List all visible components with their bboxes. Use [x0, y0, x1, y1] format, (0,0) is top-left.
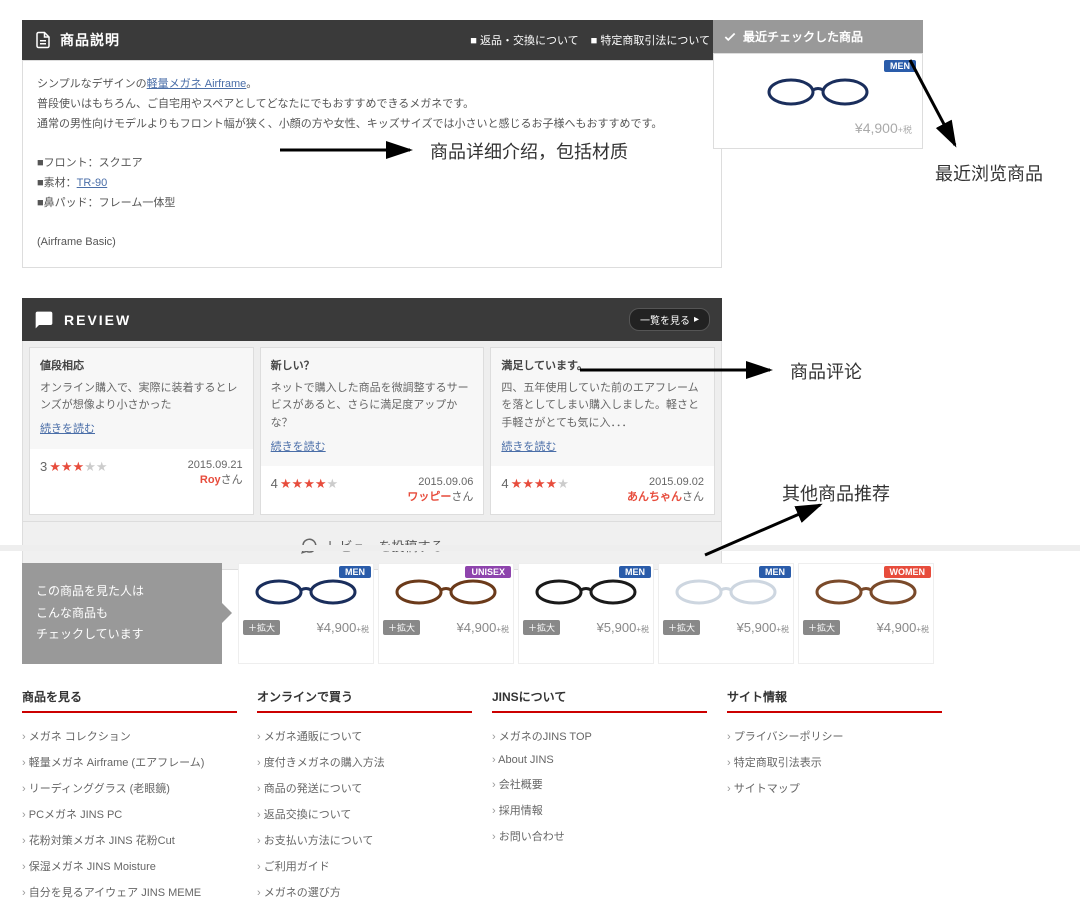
expand-button[interactable]: ＋拡大 [383, 620, 420, 635]
view-all-reviews-button[interactable]: 一覧を見る ▸ [629, 308, 710, 331]
recently-viewed-section: 最近チェックした商品 MEN ¥4,900+税 [713, 20, 923, 149]
footer-link[interactable]: メガネの選び方 [257, 879, 472, 905]
footer-link[interactable]: プライバシーポリシー [727, 723, 942, 749]
footer-link[interactable]: 商品の発送について [257, 775, 472, 801]
read-more-link[interactable]: 続きを読む [271, 439, 326, 457]
footer-link[interactable]: リーディンググラス (老眼鏡) [22, 775, 237, 801]
reco-item[interactable]: MEN＋拡大¥5,900+税 [518, 563, 654, 664]
arrow-icon [700, 500, 830, 560]
footer-column: 商品を見るメガネ コレクション軽量メガネ Airframe (エアフレーム)リー… [22, 688, 237, 905]
review-card[interactable]: 値段相応オンライン購入で、実際に装着するとレンズが想像より小さかった続きを読む3… [29, 347, 254, 515]
review-card[interactable]: 新しい？ネットで購入した商品を微調整するサービスがあると、さらに満足度アップかな… [260, 347, 485, 515]
chevron-right-icon: ▸ [694, 314, 699, 325]
recent-item[interactable]: MEN ¥4,900+税 [713, 53, 923, 149]
desc-title: 商品説明 [60, 30, 120, 50]
footer-link[interactable]: 特定商取引法表示 [727, 749, 942, 775]
footer-link[interactable]: 返品交換について [257, 801, 472, 827]
footer-link[interactable]: ご利用ガイド [257, 853, 472, 879]
footer-column: サイト情報プライバシーポリシー特定商取引法表示サイトマップ [727, 688, 942, 905]
arrow-icon [580, 360, 780, 380]
men-badge: MEN [619, 566, 651, 578]
review-title: REVIEW [64, 312, 131, 328]
desc-body: シンプルなデザインの軽量メガネ Airframe。 普段使いはもちろん、ご自宅用… [22, 60, 722, 268]
footer-link[interactable]: 自分を見るアイウェア JINS MEME [22, 879, 237, 905]
review-header: REVIEW 一覧を見る ▸ [22, 298, 722, 341]
recent-title: 最近チェックした商品 [743, 28, 863, 45]
footer-link[interactable]: メガネ コレクション [22, 723, 237, 749]
review-section: REVIEW 一覧を見る ▸ 値段相応オンライン購入で、実際に装着するとレンズが… [22, 298, 722, 570]
footer-link[interactable]: 採用情報 [492, 797, 707, 823]
men-badge: MEN [759, 566, 791, 578]
recommendations-section: この商品を見た人は こんな商品も チェックしています MEN＋拡大¥4,900+… [0, 545, 1080, 664]
footer-heading: 商品を見る [22, 688, 237, 713]
unisex-badge: UNISEX [465, 566, 511, 578]
reco-item[interactable]: MEN＋拡大¥5,900+税 [658, 563, 794, 664]
glasses-icon [763, 72, 873, 112]
footer-column: JINSについてメガネのJINS TOPAbout JINS会社概要採用情報お問… [492, 688, 707, 905]
annotation-recent: 最近浏览商品 [935, 160, 1043, 186]
footer-link[interactable]: PCメガネ JINS PC [22, 801, 237, 827]
footer-link[interactable]: 花粉対策メガネ JINS 花粉Cut [22, 827, 237, 853]
footer-link[interactable]: サイトマップ [727, 775, 942, 801]
return-exchange-link[interactable]: ■ 返品・交換について [470, 32, 578, 48]
footer-link[interactable]: 度付きメガネの購入方法 [257, 749, 472, 775]
annotation-review: 商品评论 [790, 358, 862, 384]
recent-price: ¥4,900 [855, 120, 898, 136]
footer-link[interactable]: 軽量メガネ Airframe (エアフレーム) [22, 749, 237, 775]
reco-item[interactable]: UNISEX＋拡大¥4,900+税 [378, 563, 514, 664]
footer-link[interactable]: メガネのJINS TOP [492, 723, 707, 749]
footer-link[interactable]: About JINS [492, 749, 707, 771]
footer-link[interactable]: お問い合わせ [492, 823, 707, 849]
footer-heading: サイト情報 [727, 688, 942, 713]
material-link[interactable]: TR-90 [77, 177, 108, 189]
read-more-link[interactable]: 続きを読む [501, 439, 556, 457]
airframe-link[interactable]: 軽量メガネ Airframe [147, 78, 247, 90]
reco-item[interactable]: MEN＋拡大¥4,900+税 [238, 563, 374, 664]
footer-heading: JINSについて [492, 688, 707, 713]
footer-heading: オンラインで買う [257, 688, 472, 713]
footer-link[interactable]: お支払い方法について [257, 827, 472, 853]
annotation-reco: 其他商品推荐 [782, 480, 890, 506]
women-badge: WOMEN [884, 566, 932, 578]
reco-item[interactable]: WOMEN＋拡大¥4,900+税 [798, 563, 934, 664]
footer-column: オンラインで買うメガネ通販について度付きメガネの購入方法商品の発送について返品交… [257, 688, 472, 905]
footer-link[interactable]: 会社概要 [492, 771, 707, 797]
expand-button[interactable]: ＋拡大 [803, 620, 840, 635]
document-icon [34, 31, 52, 49]
expand-button[interactable]: ＋拡大 [243, 620, 280, 635]
check-icon [723, 30, 737, 44]
expand-button[interactable]: ＋拡大 [663, 620, 700, 635]
footer-link[interactable]: 保湿メガネ JINS Moisture [22, 853, 237, 879]
arrow-icon [280, 140, 420, 160]
men-badge: MEN [339, 566, 371, 578]
arrow-icon [905, 55, 965, 155]
speech-icon [34, 310, 54, 330]
footer-link[interactable]: メガネ通販について [257, 723, 472, 749]
reco-label: この商品を見た人は こんな商品も チェックしています [22, 563, 222, 664]
read-more-link[interactable]: 続きを読む [40, 421, 95, 439]
tokutei-link[interactable]: ■ 特定商取引法について [591, 32, 710, 48]
desc-header: 商品説明 ■ 返品・交換について ■ 特定商取引法について [22, 20, 722, 60]
expand-button[interactable]: ＋拡大 [523, 620, 560, 635]
annotation-desc: 商品详细介绍，包括材质 [430, 138, 628, 164]
